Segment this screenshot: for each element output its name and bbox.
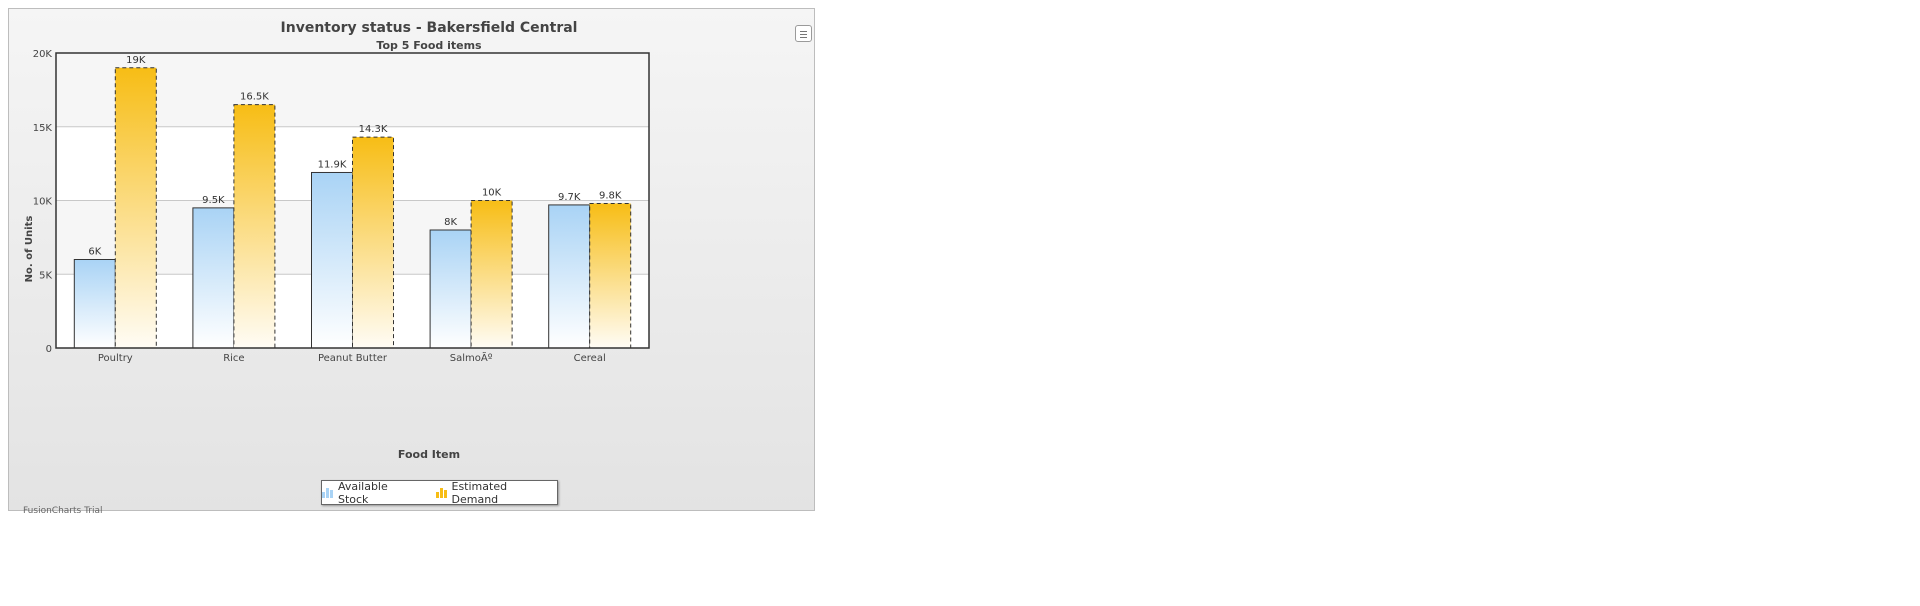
bar-available-stock[interactable] xyxy=(548,204,591,349)
data-label: 10K xyxy=(482,188,502,199)
bar-estimated-demand[interactable] xyxy=(589,202,632,349)
data-label: 19K xyxy=(126,55,146,66)
data-label: 9.5K xyxy=(202,195,225,206)
legend-label: Available Stock xyxy=(337,479,388,506)
data-label: 9.7K xyxy=(558,192,581,203)
y-tick-label: 0 xyxy=(46,344,52,355)
legend-item-available-stock[interactable]: Available Stock xyxy=(322,480,422,506)
x-axis-title: Food Item xyxy=(398,448,460,461)
plot-border xyxy=(55,52,650,349)
bar-estimated-demand[interactable] xyxy=(470,200,513,349)
y-tick-label: 15K xyxy=(33,123,53,134)
legend-label: Estimated Demand xyxy=(451,479,508,506)
bar-estimated-demand[interactable] xyxy=(233,104,276,349)
data-label: 9.8K xyxy=(599,190,622,201)
chart-title: Inventory status - Bakersfield Central xyxy=(281,20,578,36)
bar-available-stock[interactable] xyxy=(192,207,235,349)
hamburger-menu-icon xyxy=(800,31,807,32)
x-tick-label: SalmoÃº xyxy=(450,351,493,364)
data-label: 6K xyxy=(88,247,101,258)
bar-available-stock[interactable] xyxy=(311,171,353,349)
chart-menu-button[interactable] xyxy=(795,25,812,42)
x-tick-label: Cereal xyxy=(574,353,606,364)
bar-available-stock[interactable] xyxy=(429,229,472,349)
x-tick-label: Rice xyxy=(223,353,244,364)
chart-legend: Available Stock Estimated Demand xyxy=(321,479,558,506)
y-tick-label: 10K xyxy=(33,197,53,208)
data-label: 11.9K xyxy=(318,159,347,170)
legend-item-estimated-demand[interactable]: Estimated Demand xyxy=(435,479,557,506)
data-label: 8K xyxy=(444,217,457,228)
bar-estimated-demand[interactable] xyxy=(114,67,157,349)
y-axis-title: No. of Units xyxy=(24,216,35,283)
bar-available-stock[interactable] xyxy=(73,259,116,349)
x-tick-label: Peanut Butter xyxy=(318,353,388,364)
y-tick-label: 5K xyxy=(39,270,52,281)
trial-watermark: FusionCharts Trial xyxy=(23,506,103,516)
y-tick-label: 20K xyxy=(33,49,53,60)
chart-canvas: Inventory status - Bakersfield Central T… xyxy=(24,20,650,461)
data-label: 16.5K xyxy=(240,92,269,103)
bar-chart-icon xyxy=(435,488,447,498)
bar-estimated-demand[interactable] xyxy=(352,136,394,349)
data-label: 14.3K xyxy=(359,124,388,135)
chart-subtitle: Top 5 Food items xyxy=(376,39,482,52)
x-tick-label: Poultry xyxy=(98,353,133,364)
bar-chart-icon xyxy=(322,488,333,498)
chart-container: Inventory status - Bakersfield Central T… xyxy=(8,8,815,516)
